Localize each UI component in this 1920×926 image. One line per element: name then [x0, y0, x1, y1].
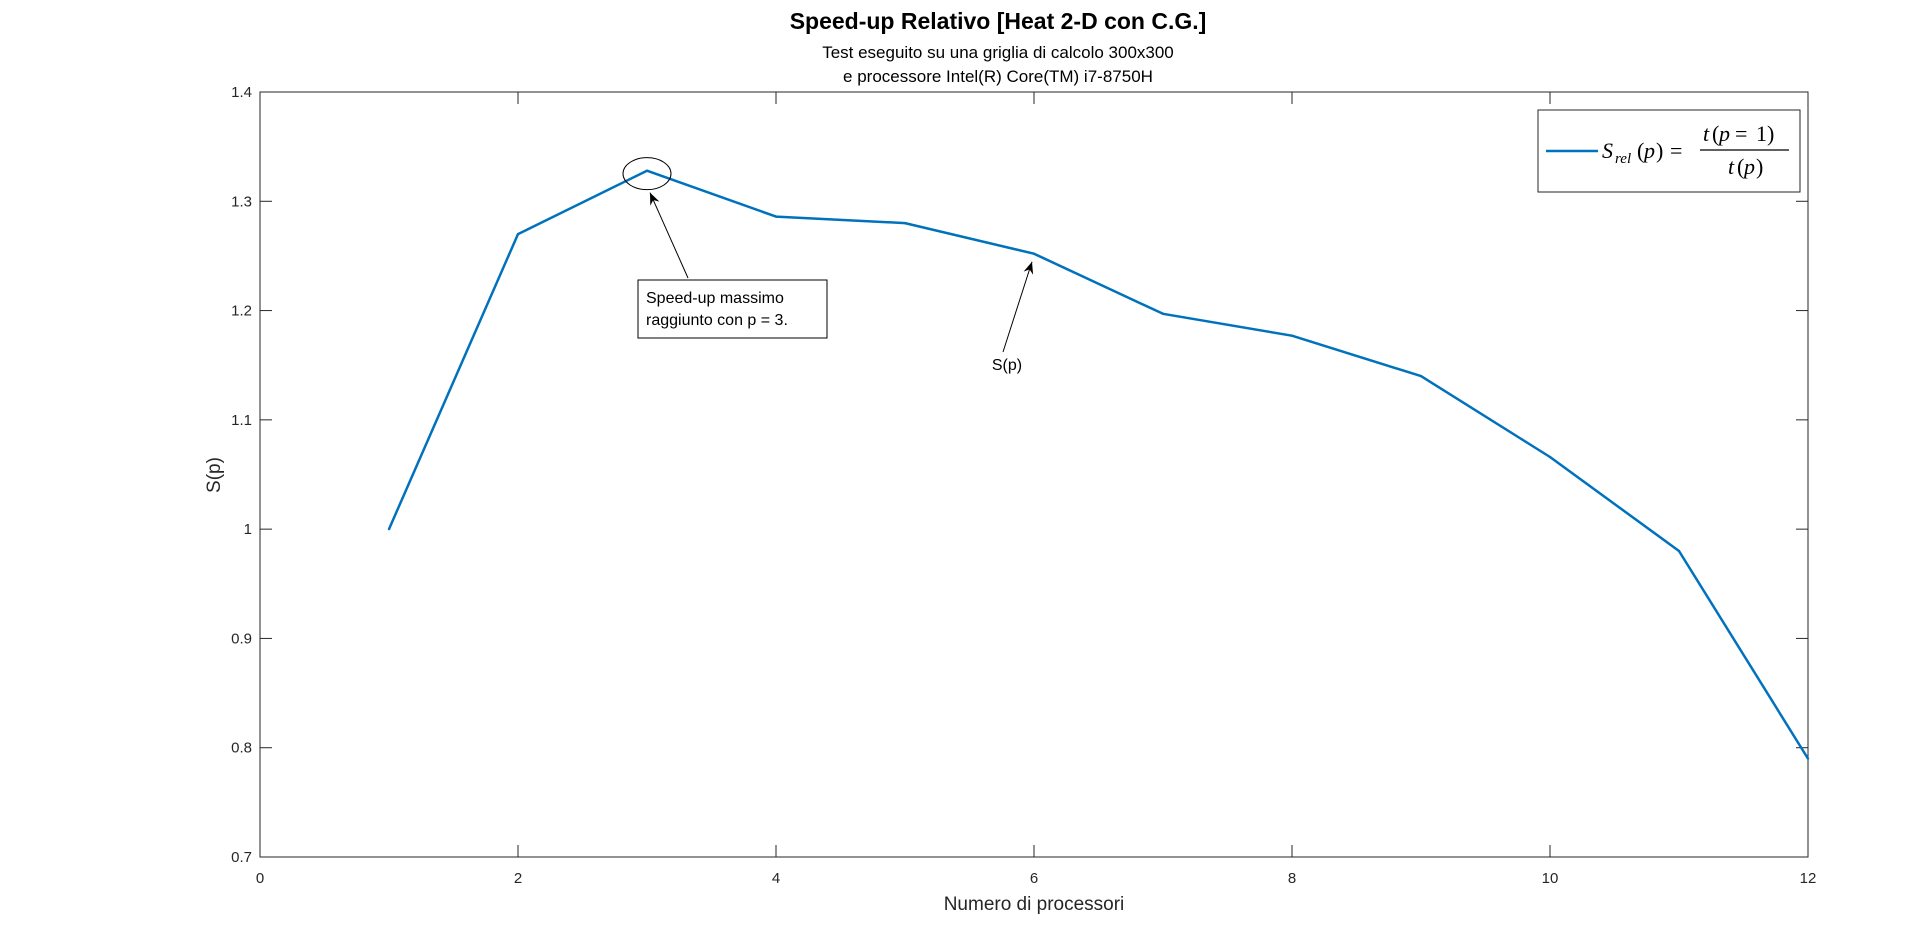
svg-text:p: p [1717, 121, 1730, 146]
y-tick-label: 1.4 [231, 84, 252, 101]
x-tick-label: 12 [1800, 870, 1817, 887]
x-tick-label: 10 [1542, 870, 1559, 887]
y-tick-label: 0.9 [231, 630, 252, 647]
y-tick-label: 1.3 [231, 193, 252, 210]
chart-subtitle-line-1: Test eseguito su una griglia di calcolo … [822, 43, 1174, 62]
x-tick-label: 6 [1030, 870, 1038, 887]
y-tick-label: 0.8 [231, 740, 252, 757]
svg-text:=: = [1670, 138, 1682, 163]
chart-subtitle-line-2: e processore Intel(R) Core(TM) i7-8750H [843, 67, 1153, 86]
svg-text:rel: rel [1615, 151, 1631, 167]
max-annotation-text-line-1: Speed-up massimo [646, 290, 784, 307]
svg-text:S: S [1602, 138, 1613, 163]
svg-text:t: t [1728, 154, 1735, 179]
max-annotation-box [637, 279, 828, 339]
svg-text:=: = [1735, 121, 1747, 146]
data-point [1677, 549, 1681, 553]
data-point [516, 232, 520, 236]
y-axis-ticks: 0.7 0.8 0.9 1 1.1 1.2 1.3 1.4 [231, 84, 1808, 866]
data-point [1419, 374, 1423, 378]
y-tick-label: 1 [244, 521, 252, 538]
data-point [1548, 455, 1552, 459]
x-axis-ticks: 0 2 4 6 8 10 12 [256, 92, 1817, 887]
max-annotation-text-line-2: raggiunto con p = 3. [646, 312, 788, 329]
data-point [645, 169, 649, 172]
data-point [1161, 312, 1165, 316]
y-axis-label: S(p) [204, 457, 225, 493]
svg-text:1: 1 [1756, 121, 1767, 146]
x-axis-label: Numero di processori [944, 894, 1125, 915]
sp-annotation-text: S(p) [992, 357, 1022, 374]
data-point [387, 527, 391, 531]
svg-text:(: ( [1737, 154, 1744, 179]
x-tick-label: 4 [772, 870, 780, 887]
y-tick-label: 1.1 [231, 412, 252, 429]
svg-text:(: ( [1637, 138, 1644, 163]
legend: S rel ( p ) = t ( p = 1 ) t ( p ) [1537, 109, 1801, 193]
y-tick-label: 0.7 [231, 849, 252, 866]
plot-area [259, 91, 1809, 858]
data-point [774, 215, 778, 218]
annotations: Speed-up massimo raggiunto con p = 3. S(… [622, 157, 1034, 374]
sp-annotation-arrow [1002, 261, 1034, 353]
svg-text:p: p [1642, 138, 1655, 163]
svg-text:p: p [1742, 154, 1755, 179]
svg-text:): ) [1767, 121, 1774, 146]
max-annotation-arrow [649, 192, 689, 279]
chart-title: Speed-up Relativo [Heat 2-D con C.G.] [790, 8, 1207, 34]
legend-entry: S rel ( p ) = t ( p = 1 ) t ( p ) [1602, 121, 1789, 179]
data-point [903, 221, 907, 225]
svg-text:t: t [1703, 121, 1710, 146]
x-tick-label: 0 [256, 870, 264, 887]
data-point [1806, 757, 1810, 760]
data-point [1290, 334, 1294, 337]
svg-text:): ) [1656, 138, 1663, 163]
data-point [1032, 252, 1036, 255]
y-tick-label: 1.2 [231, 303, 252, 320]
x-tick-label: 8 [1288, 870, 1296, 887]
svg-text:): ) [1756, 154, 1763, 179]
max-highlight-ellipse [622, 157, 672, 191]
x-tick-label: 2 [514, 870, 522, 887]
svg-text:(: ( [1712, 121, 1719, 146]
